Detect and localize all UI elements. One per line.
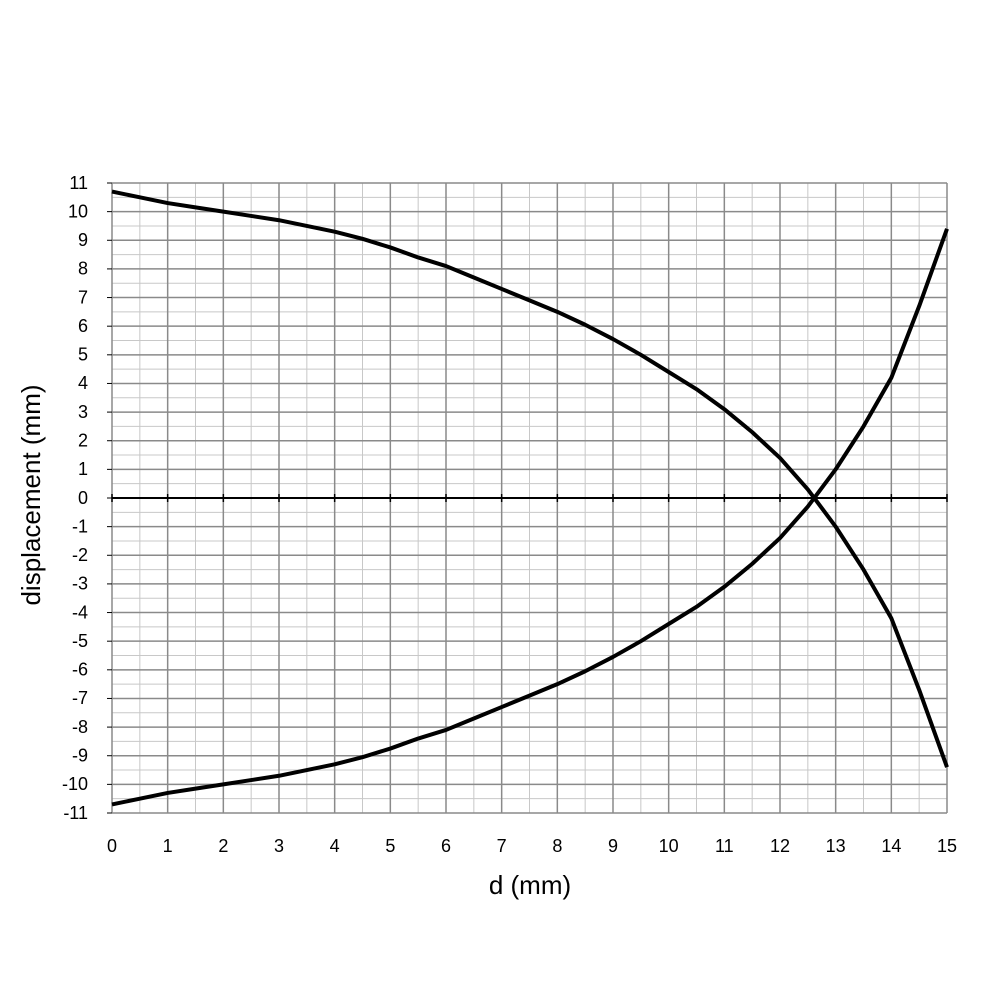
y-tick-label: 0 <box>78 488 88 508</box>
x-tick-label: 9 <box>608 836 618 856</box>
y-tick-label: 3 <box>78 402 88 422</box>
y-tick-label: -1 <box>72 516 88 536</box>
y-tick-label: 5 <box>78 345 88 365</box>
y-tick-label: 11 <box>69 173 88 193</box>
y-tick-label: -9 <box>72 745 88 765</box>
x-tick-label: 7 <box>497 836 507 856</box>
y-tick-label: 2 <box>78 430 88 450</box>
y-tick-label: -11 <box>63 803 88 823</box>
y-tick-label: 10 <box>68 201 88 221</box>
y-tick-label: 1 <box>78 459 88 479</box>
y-tick-label: -4 <box>72 602 88 622</box>
x-tick-label: 2 <box>218 836 228 856</box>
x-tick-label: 10 <box>659 836 679 856</box>
x-tick-label: 13 <box>826 836 846 856</box>
x-tick-label: 15 <box>937 836 957 856</box>
y-tick-label: -7 <box>72 688 88 708</box>
y-tick-label: -8 <box>72 717 88 737</box>
x-tick-label: 14 <box>881 836 901 856</box>
y-tick-label: 6 <box>78 316 88 336</box>
y-tick-label: 7 <box>78 287 88 307</box>
x-axis-label: d (mm) <box>489 870 571 900</box>
data-line <box>111 228 949 807</box>
y-tick-label: 8 <box>78 259 88 279</box>
y-tick-label: -6 <box>72 660 88 680</box>
x-tick-label: 0 <box>107 836 117 856</box>
x-tick-label: 8 <box>552 836 562 856</box>
x-tick-label: 6 <box>441 836 451 856</box>
y-tick-label: -5 <box>72 631 88 651</box>
x-tick-label: 12 <box>770 836 790 856</box>
x-tick-label: 11 <box>715 836 734 856</box>
x-tick-label: 5 <box>385 836 395 856</box>
x-tick-label: 4 <box>330 836 340 856</box>
x-tick-label: 3 <box>274 836 284 856</box>
x-tick-label: 1 <box>163 836 173 856</box>
data-line <box>111 189 949 768</box>
y-tick-label: -2 <box>72 545 88 565</box>
y-tick-label: 4 <box>78 373 88 393</box>
y-tick-label: 9 <box>78 230 88 250</box>
y-tick-label: -10 <box>62 774 88 794</box>
y-axis-label: displacement (mm) <box>16 384 46 605</box>
y-tick-label: -3 <box>72 574 88 594</box>
